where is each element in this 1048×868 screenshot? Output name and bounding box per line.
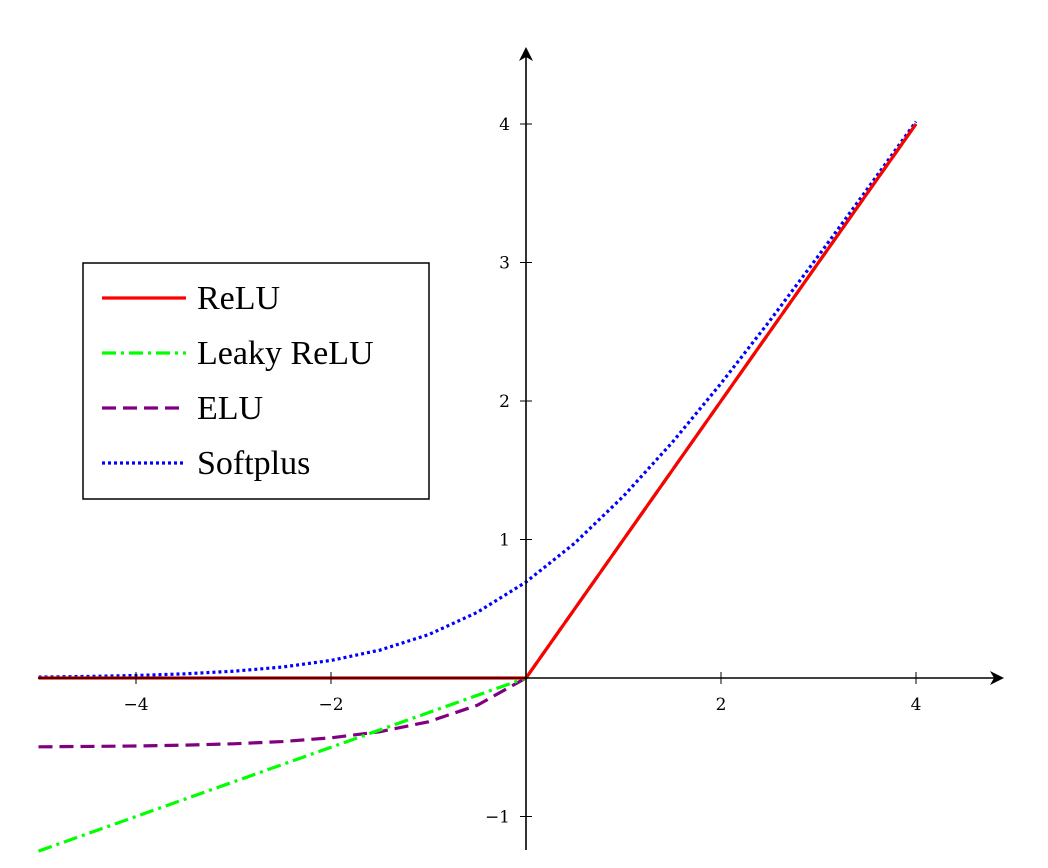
y-tick-label: 1: [499, 531, 510, 551]
series-line-elu: [38, 123, 918, 749]
x-tick-label: −4: [123, 695, 148, 715]
series-line-softplus: [38, 120, 918, 679]
series-line-leaky-relu: [37, 123, 918, 853]
x-tick-label: −2: [318, 695, 343, 715]
y-tick-label: 3: [499, 254, 510, 274]
y-tick-label: 2: [499, 392, 510, 412]
legend-label: Softplus: [197, 445, 310, 482]
x-tick-label: 4: [911, 695, 922, 715]
legend-box: [82, 262, 430, 500]
legend-label: ReLU: [197, 280, 280, 317]
legend: ReLU Leaky ReLU ELU Softplus: [82, 262, 430, 500]
y-axis-arrow: [519, 47, 533, 61]
legend-label: ELU: [197, 390, 263, 427]
y-tick-label: 4: [499, 115, 510, 135]
legend-label: Leaky ReLU: [197, 335, 374, 372]
y-tick-label: −1: [485, 808, 510, 828]
x-tick-label: 2: [716, 695, 727, 715]
axes: −4 −2 2 4 −1 1 2 3 4: [38, 47, 1004, 850]
x-axis-arrow: [990, 671, 1004, 685]
